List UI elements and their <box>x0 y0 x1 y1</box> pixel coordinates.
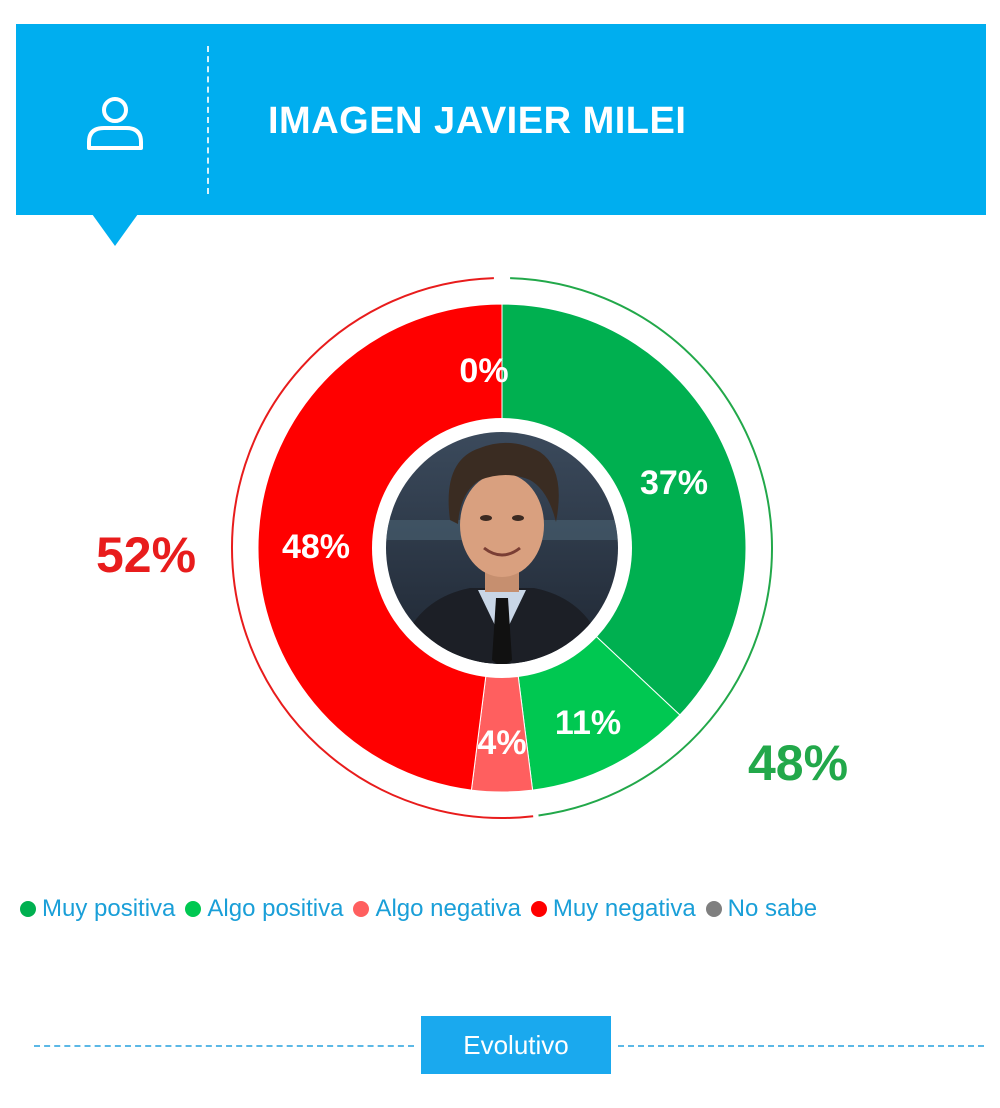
legend-dot-icon <box>705 901 722 917</box>
page-title: IMAGEN JAVIER MILEI <box>268 100 687 142</box>
legend-dot-icon <box>20 901 36 917</box>
slice-label-no-sabe: 0% <box>459 352 508 390</box>
legend-dot-icon <box>353 901 370 917</box>
legend-item: Algo positiva <box>185 895 343 923</box>
negative-total-arc <box>231 277 534 819</box>
slice-label-algo-positiva: 11% <box>555 704 621 742</box>
legend-item: Algo negativa <box>353 895 521 923</box>
portrait-photo <box>372 418 632 678</box>
evolutivo-button[interactable]: Evolutivo <box>421 1016 611 1074</box>
header-divider <box>207 46 209 194</box>
legend-label: Muy positiva <box>42 895 176 922</box>
legend-label: Algo negativa <box>375 895 521 922</box>
legend-item: Muy negativa <box>530 895 696 923</box>
legend-dot-icon <box>530 901 547 917</box>
slice-label-muy-negativa: 48% <box>282 528 350 566</box>
footer-divider-right <box>618 1045 984 1047</box>
header-banner: IMAGEN JAVIER MILEI <box>16 24 986 215</box>
chart-legend: Muy positiva Algo positiva Algo negativa Mu… <box>20 895 990 923</box>
legend-label: Algo positiva <box>207 895 344 922</box>
negative-total-label: 52% <box>96 527 196 583</box>
positive-total-arc <box>510 277 773 817</box>
header-pointer <box>92 214 138 246</box>
slice-label-muy-positiva: 37% <box>640 464 708 502</box>
legend-dot-icon <box>185 901 202 917</box>
header-background <box>16 24 986 215</box>
legend-item: Muy positiva <box>20 895 175 923</box>
legend-label: No sabe <box>727 895 818 922</box>
positive-total-label: 48% <box>748 735 848 791</box>
legend-label: Muy negativa <box>552 895 696 922</box>
person-icon <box>87 97 143 150</box>
legend-item: No sabe <box>705 895 818 923</box>
slice-label-algo-negativa: 4% <box>477 724 526 762</box>
footer-divider-left <box>34 1045 414 1047</box>
